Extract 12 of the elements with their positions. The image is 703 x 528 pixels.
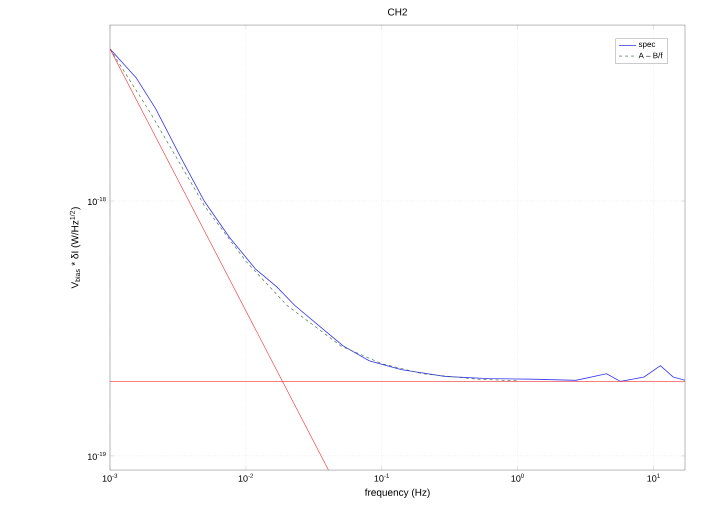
x-tick-label: 10$^{1}$ [647, 474, 660, 482]
y-tick-label: 10$^{-18}$ [88, 196, 106, 206]
x-tick-label: 10$^{-3}$ [102, 474, 118, 482]
x-tick-label: 10$^{0}$ [512, 474, 524, 482]
chart-title: CH2 [388, 8, 407, 16]
x-tick-label: 10$^{-2}$ [238, 474, 254, 482]
y-tick-label: 10$^{-19}$ [88, 452, 106, 460]
y-axis-title: V$_{bias}$ * δI (W/Hz$^{1/2}$) [70, 207, 80, 288]
x-tick-label: 10$^{-1}$ [374, 474, 389, 482]
legend-label: A – B/f [638, 52, 663, 58]
x-axis-title: frequency (Hz) [364, 488, 430, 498]
legend-label: spec [638, 42, 656, 49]
